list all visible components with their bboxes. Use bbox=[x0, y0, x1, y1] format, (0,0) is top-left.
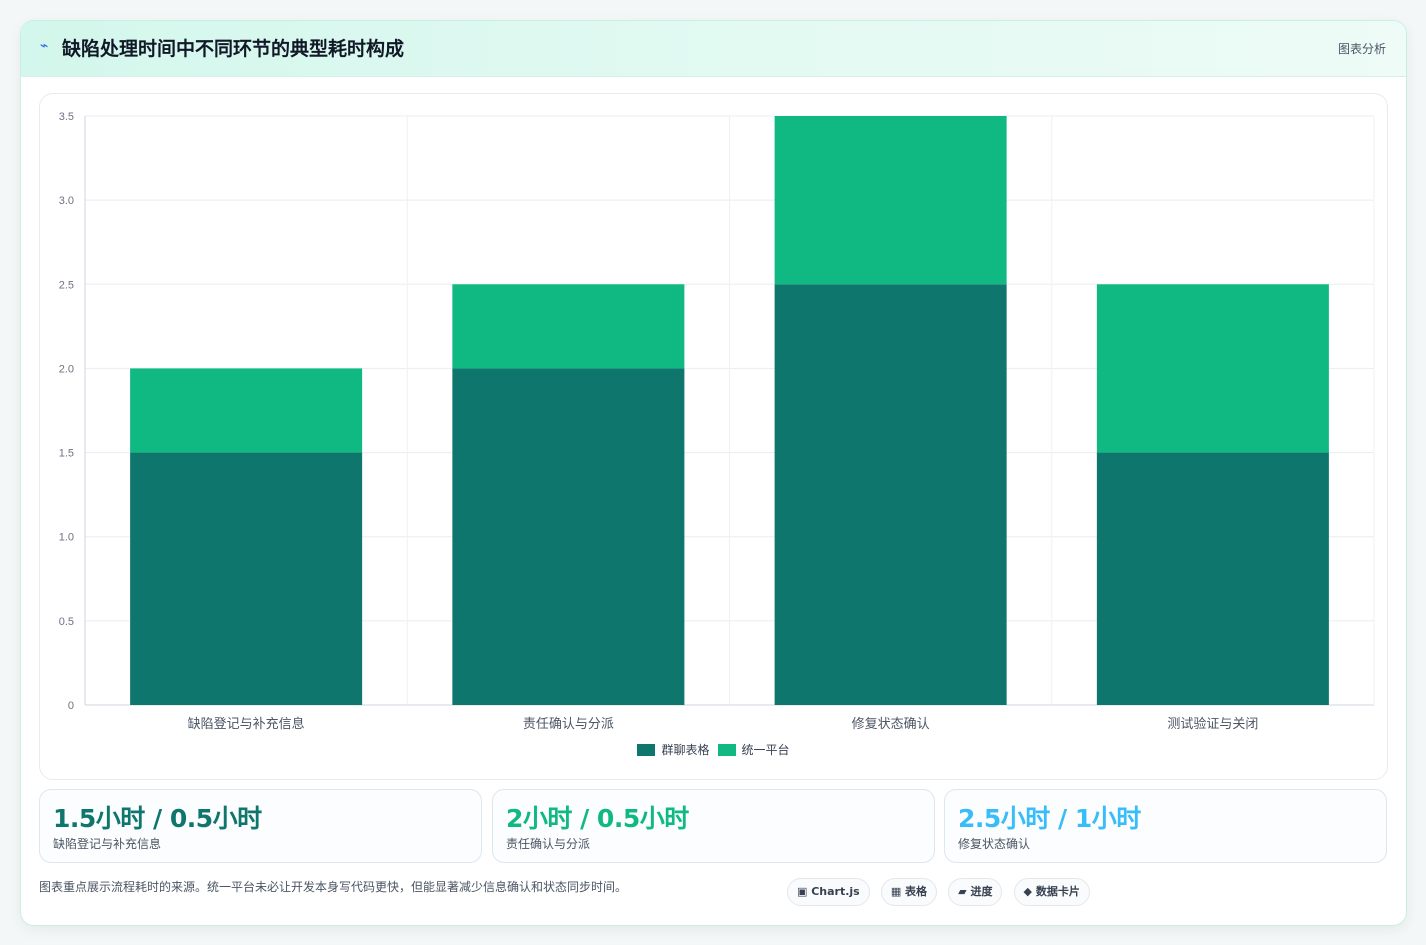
y-tick-label: 3.5 bbox=[59, 111, 74, 123]
card-header: ⌁ 缺陷处理时间中不同环节的典型耗时构成 图表分析 bbox=[21, 21, 1406, 77]
chart-footnote: 图表重点展示流程耗时的来源。统一平台未必让开发本身写代码更快，但能显著减少信息确… bbox=[39, 880, 628, 894]
x-tick-label: 修复状态确认 bbox=[852, 717, 930, 732]
stat-label: 修复状态确认 bbox=[958, 837, 1031, 851]
stat-label: 缺陷登记与补充信息 bbox=[53, 837, 162, 851]
y-tick-label: 2.5 bbox=[59, 279, 74, 291]
bar-group-chat-3 bbox=[774, 284, 1007, 705]
stat-value: 2.5小时 / 1小时 bbox=[958, 804, 1141, 833]
x-tick-label: 责任确认与分派 bbox=[523, 717, 614, 732]
stat-value: 2小时 / 0.5小时 bbox=[506, 804, 689, 833]
legend-swatch bbox=[717, 744, 736, 756]
chip-chartjs[interactable]: ▣ Chart.js bbox=[787, 878, 870, 906]
stat-card-1: 1.5小时 / 0.5小时 缺陷登记与补充信息 bbox=[39, 789, 482, 863]
chart-title: 缺陷处理时间中不同环节的典型耗时构成 bbox=[62, 38, 405, 60]
y-tick-label: 2.0 bbox=[59, 363, 74, 375]
stat-card-2: 2小时 / 0.5小时 责任确认与分派 bbox=[492, 789, 935, 863]
tech-chips: ▣ Chart.js ▦ 表格 ▰ 进度 ◆ 数据卡片 bbox=[787, 878, 1096, 906]
bar-platform-1 bbox=[130, 368, 363, 453]
y-tick-label: 0.5 bbox=[59, 616, 74, 628]
header-tag: 图表分析 bbox=[1337, 42, 1386, 56]
legend-label: 统一平台 bbox=[741, 743, 790, 757]
legend-swatch bbox=[637, 744, 656, 756]
stat-label: 责任确认与分派 bbox=[506, 837, 591, 851]
chip-table[interactable]: ▦ 表格 bbox=[880, 878, 938, 906]
legend-item[interactable]: 群聊表格 bbox=[637, 741, 710, 758]
chart-panel: 0 0.5 1.0 1.5 2.0 2.5 3.0 3.5 缺陷登记与补充信息 责任确认与分派 修复… bbox=[39, 93, 1388, 780]
y-tick-label: 1.0 bbox=[59, 532, 74, 544]
x-tick-label: 缺陷登记与补充信息 bbox=[188, 716, 305, 732]
bar-group-chat-4 bbox=[1096, 452, 1329, 705]
bar-platform-2 bbox=[452, 284, 685, 369]
bar-platform-4 bbox=[1096, 284, 1329, 453]
stat-value: 1.5小时 / 0.5小时 bbox=[53, 804, 262, 833]
chip-progress[interactable]: ▰ 进度 bbox=[948, 878, 1003, 906]
bar-group-chat-1 bbox=[130, 452, 363, 705]
legend-label: 群聊表格 bbox=[661, 743, 710, 757]
y-tick-label: 1.5 bbox=[59, 448, 74, 460]
y-tick-label: 0 bbox=[68, 700, 74, 712]
chart-card: ⌁ 缺陷处理时间中不同环节的典型耗时构成 图表分析 0 0.5 1.0 1.5 2.0 2… bbox=[20, 20, 1407, 926]
bar-group-chat-2 bbox=[452, 368, 685, 705]
x-tick-label: 测试验证与关闭 bbox=[1167, 716, 1258, 732]
bolt-icon: ⌁ bbox=[40, 38, 49, 54]
chip-data-card[interactable]: ◆ 数据卡片 bbox=[1013, 878, 1090, 906]
stacked-bar-chart: 0 0.5 1.0 1.5 2.0 2.5 3.0 3.5 缺陷登记与补充信息 责任确认与分派 修复… bbox=[59, 111, 1375, 732]
chart-legend: 群聊表格 统一平台 bbox=[40, 741, 1387, 758]
bar-platform-3 bbox=[774, 116, 1007, 285]
legend-item[interactable]: 统一平台 bbox=[717, 741, 790, 758]
stat-card-3: 2.5小时 / 1小时 修复状态确认 bbox=[944, 789, 1387, 863]
y-tick-label: 3.0 bbox=[59, 195, 74, 207]
